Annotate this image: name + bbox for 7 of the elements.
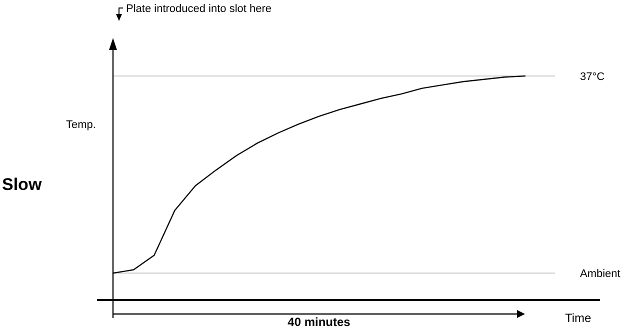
text: Plate introduced into slot here [126,3,272,15]
ref-line-label: Ambient [580,268,620,280]
text: 40 minutes [288,315,351,329]
x-axis-title: Time [565,311,592,325]
ref-line-label: 37°C [580,71,605,83]
y-axis-title: Temp. [66,119,96,131]
text: Slow [2,175,42,194]
